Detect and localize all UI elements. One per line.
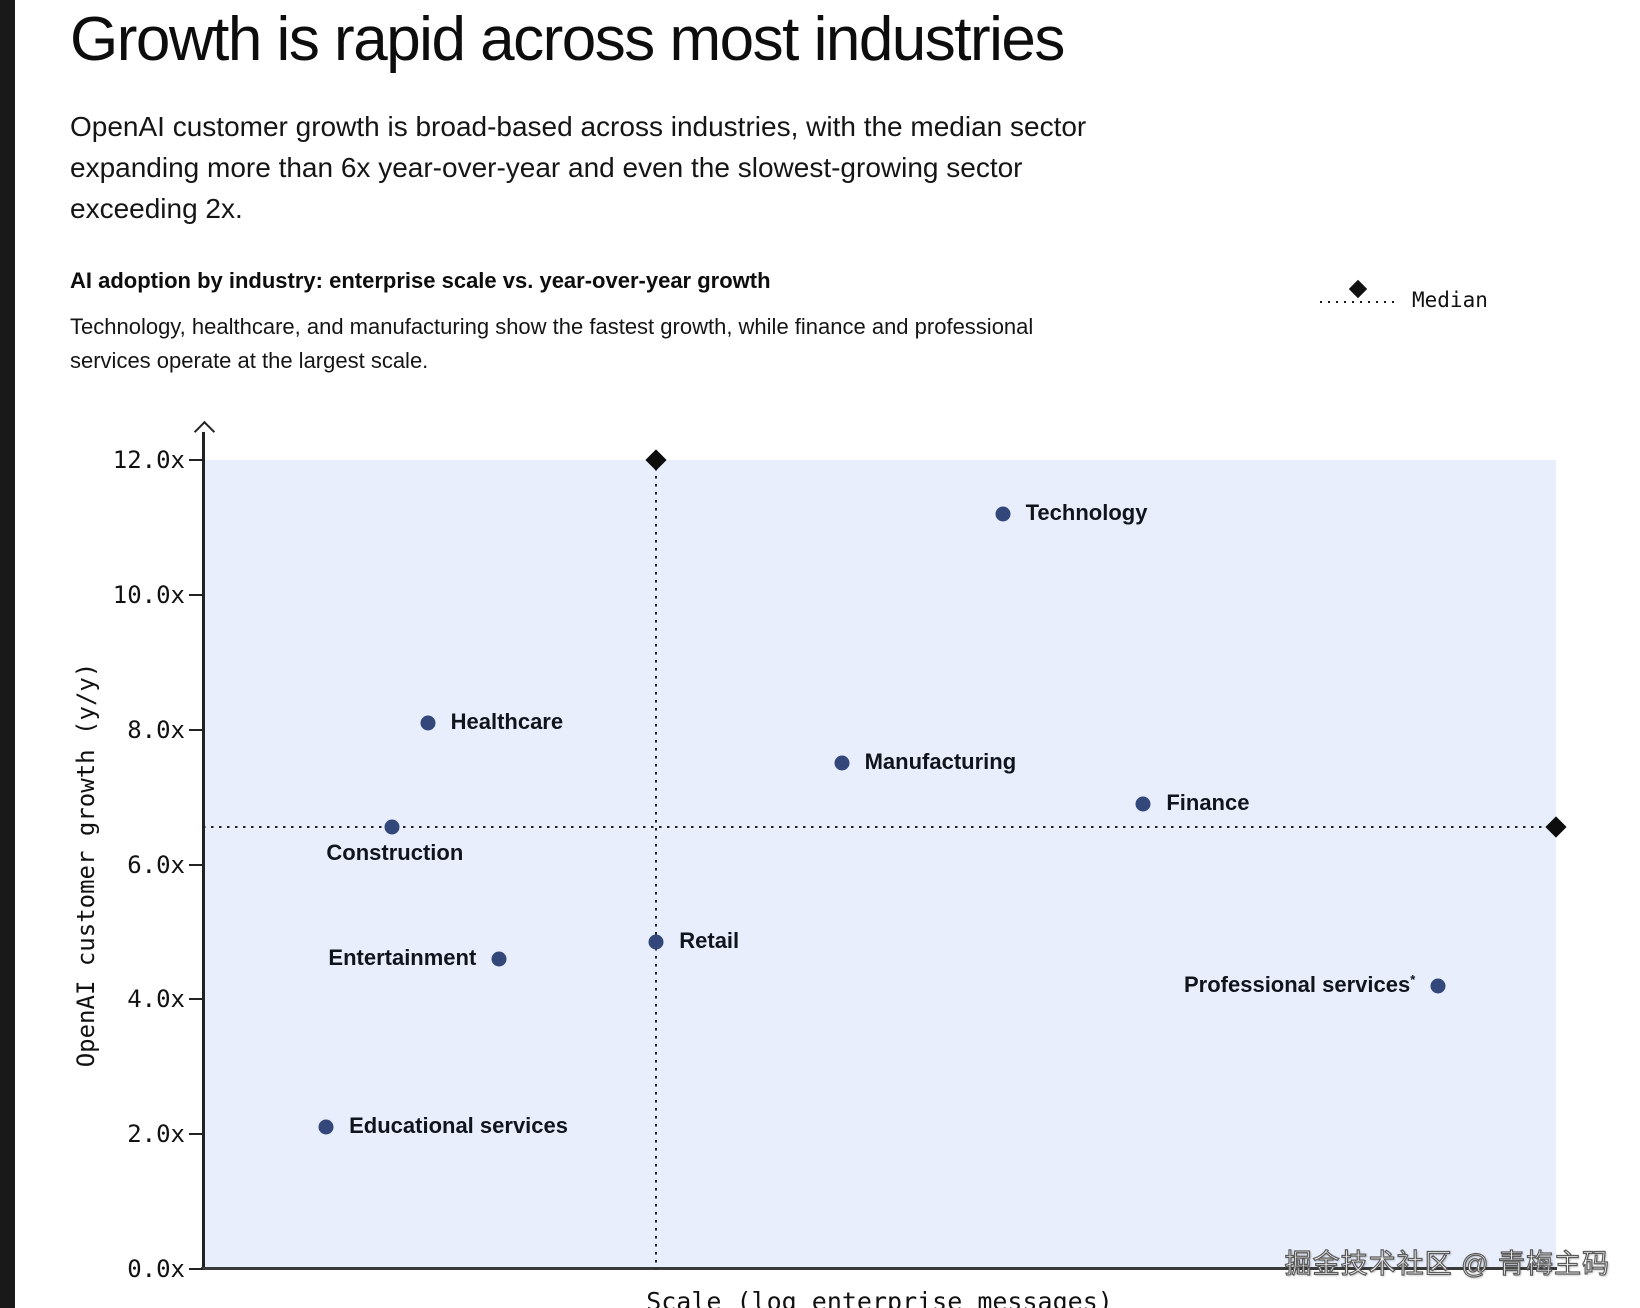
median-growth-line bbox=[203, 826, 1556, 829]
median-scale-line bbox=[655, 460, 658, 1269]
y-tick-label: 0.0x bbox=[127, 1255, 185, 1283]
watermark: 掘金技术社区 @ 青梅主码 bbox=[1284, 1248, 1610, 1279]
data-point-label: Professional services* bbox=[1183, 971, 1416, 997]
data-point-dot bbox=[995, 506, 1011, 522]
data-point-label: Construction bbox=[326, 840, 464, 866]
y-tick-label: 8.0x bbox=[127, 715, 185, 744]
median-legend-line bbox=[1320, 301, 1396, 303]
y-tick-label: 4.0x bbox=[127, 985, 185, 1014]
data-point-dot bbox=[384, 819, 400, 835]
data-point-label: Manufacturing bbox=[864, 749, 1017, 775]
median-diamond-top-icon bbox=[645, 449, 667, 471]
data-point-dot bbox=[648, 934, 664, 950]
data-point-label: Healthcare bbox=[450, 708, 564, 734]
data-point-dot bbox=[318, 1119, 334, 1135]
x-axis-line bbox=[201, 1267, 1557, 1270]
data-point-label: Entertainment bbox=[328, 944, 477, 970]
y-tick-label: 10.0x bbox=[112, 580, 185, 609]
median-diamond-icon bbox=[1348, 279, 1368, 299]
page-title: Growth is rapid across most industries bbox=[70, 5, 1065, 74]
intro-paragraph: OpenAI customer growth is broad-based ac… bbox=[70, 111, 1087, 224]
y-axis-line bbox=[202, 432, 205, 1270]
y-tick-mark bbox=[189, 1268, 203, 1270]
y-tick-mark bbox=[189, 1133, 203, 1136]
y-tick-label: 2.0x bbox=[127, 1120, 185, 1149]
data-point-label: Educational services bbox=[349, 1113, 568, 1139]
data-point-dot bbox=[1430, 978, 1446, 994]
window-edge-bar bbox=[0, 0, 15, 1308]
y-tick-mark bbox=[189, 459, 203, 461]
data-point-dot bbox=[420, 715, 436, 731]
y-tick-label: 6.0x bbox=[127, 850, 185, 879]
x-axis-title: Scale (log enterprise messages) bbox=[646, 1287, 1113, 1308]
data-point-dot bbox=[491, 951, 507, 967]
y-tick-mark bbox=[189, 728, 203, 731]
median-legend-label: Median bbox=[1412, 288, 1488, 312]
y-tick-label: 12.0x bbox=[112, 446, 185, 474]
median-diamond-right-icon bbox=[1545, 816, 1567, 839]
y-tick-mark bbox=[189, 998, 203, 1001]
data-point-label: Technology bbox=[1025, 499, 1148, 525]
y-tick-mark bbox=[189, 593, 203, 596]
data-point-dot bbox=[1135, 796, 1151, 812]
data-point-label: Finance bbox=[1166, 789, 1250, 815]
data-point-dot bbox=[834, 755, 850, 771]
chart-subtitle: Technology, healthcare, and manufacturin… bbox=[70, 314, 1034, 373]
y-tick-mark bbox=[189, 863, 203, 866]
y-axis-arrow-icon bbox=[193, 420, 216, 443]
chart-title: AI adoption by industry: enterprise scal… bbox=[70, 268, 771, 293]
scatter-plot-area: 0.0x 2.0x 4.0x 6.0x 8.0x 10.0x 12.0x Technology… bbox=[113, 420, 1567, 1283]
data-point-label: Retail bbox=[679, 927, 740, 953]
